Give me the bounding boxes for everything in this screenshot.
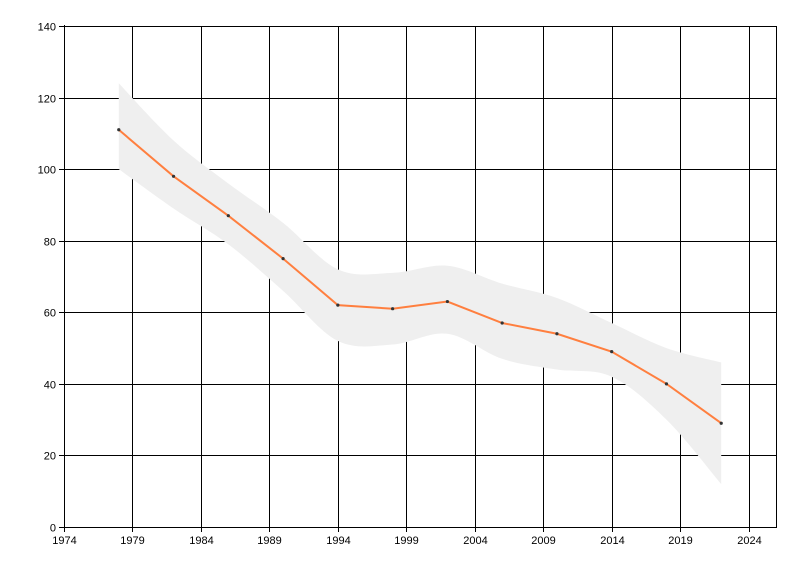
data-point [117, 128, 121, 132]
data-point [664, 382, 669, 386]
data-points [117, 128, 723, 425]
y-tick-label: 140 [38, 22, 56, 34]
x-tick-label: 1979 [120, 535, 144, 547]
data-point [500, 321, 504, 325]
data-point [719, 421, 723, 425]
y-tick-label: 120 [38, 94, 56, 106]
series-line [118, 129, 722, 425]
y-tick-label: 20 [44, 451, 56, 463]
data-point [336, 303, 340, 307]
y-tick-label: 80 [44, 237, 56, 249]
x-tick-label: 1994 [326, 535, 350, 547]
y-tick-label: 60 [44, 308, 56, 320]
data-point [391, 307, 395, 311]
data-point [226, 214, 230, 218]
x-tick-label: 2024 [737, 535, 761, 547]
x-tick-labels: 1974 1979 1984 1989 1994 1999 2004 2009 2014 2019… [52, 535, 761, 547]
data-point [281, 257, 285, 261]
x-tick-label: 1984 [189, 535, 213, 547]
x-tick-label: 2014 [600, 535, 624, 547]
data-point [171, 174, 176, 178]
x-tick-label: 2009 [531, 535, 555, 547]
series-line-group [118, 129, 722, 425]
y-tick-label: 100 [38, 165, 56, 177]
data-point [555, 332, 559, 336]
x-tick-label: 1974 [52, 535, 76, 547]
data-point [445, 299, 449, 304]
x-tick-label: 1989 [257, 535, 281, 547]
x-tick-label: 1999 [394, 535, 418, 547]
axes [59, 25, 777, 532]
y-tick-label: 40 [44, 380, 56, 392]
confidence-band [118, 83, 722, 485]
confidence-band-area [118, 83, 722, 485]
y-tick-label: 0 [50, 523, 56, 535]
x-tick-label: 2004 [463, 535, 487, 547]
x-tick-label: 2019 [668, 535, 692, 547]
y-tick-labels: 0 20 40 60 80 100 120 140 [38, 22, 56, 535]
data-point [610, 350, 614, 354]
